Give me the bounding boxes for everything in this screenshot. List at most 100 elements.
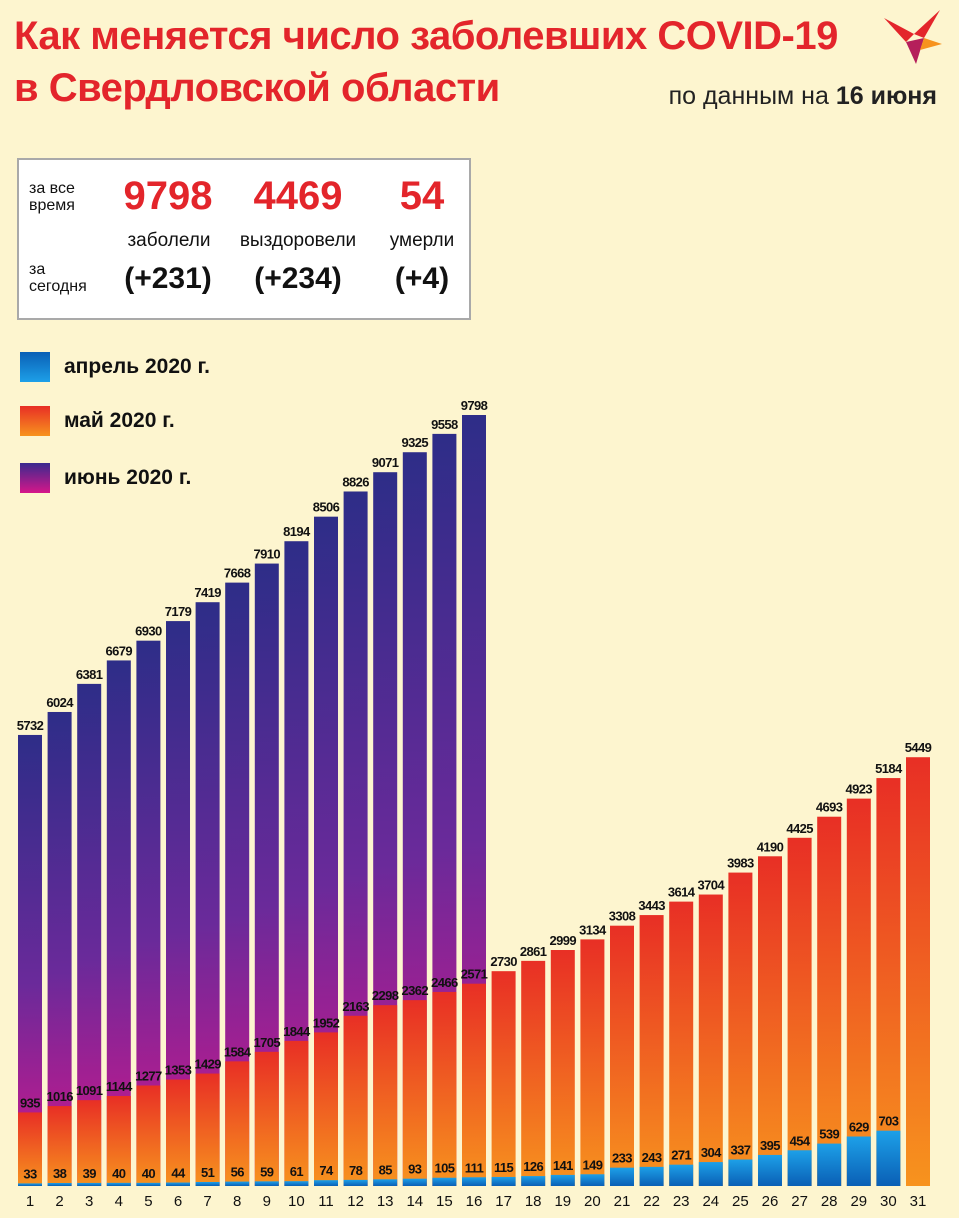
bar-may-10 (284, 1040, 309, 1186)
bar-may-16 (462, 983, 486, 1186)
today-label-line-1: за (29, 261, 46, 278)
bar-april-25 (728, 1159, 753, 1186)
bar-april-4 (106, 1182, 131, 1186)
label-may-26: 4190 (757, 839, 784, 854)
bar-april-15 (432, 1177, 457, 1186)
bar-april-27 (787, 1150, 812, 1186)
bar-april-14 (402, 1178, 427, 1186)
label-april-9: 59 (260, 1164, 274, 1179)
x-tick-30: 30 (880, 1193, 897, 1210)
legend-swatch-may (20, 406, 50, 436)
bird-logo-icon (884, 10, 942, 64)
x-tick-24: 24 (702, 1193, 719, 1210)
bar-april-28 (817, 1143, 842, 1186)
label-june-13: 9071 (372, 455, 399, 470)
label-may-20: 3134 (579, 922, 607, 937)
label-june-12: 8826 (342, 474, 369, 489)
bar-may-2 (47, 1106, 72, 1186)
x-tick-9: 9 (263, 1193, 271, 1210)
x-tick-25: 25 (732, 1193, 749, 1210)
label-june-7: 7419 (194, 585, 221, 600)
bar-april-8 (225, 1181, 250, 1186)
bar-may-6 (166, 1079, 190, 1186)
label-april-11: 74 (319, 1163, 334, 1178)
legend-swatch-april (20, 352, 50, 382)
all-time-label: за все время (29, 180, 75, 214)
label-june-11: 8506 (313, 500, 340, 515)
bar-may-15 (432, 991, 457, 1186)
bar-may-28 (817, 816, 842, 1186)
label-may-22: 3443 (638, 898, 665, 913)
label-april-22: 243 (642, 1150, 662, 1165)
label-april-16: 111 (465, 1160, 484, 1175)
bar-may-22 (639, 915, 664, 1186)
x-tick-17: 17 (495, 1193, 512, 1210)
label-may-15: 2466 (431, 975, 458, 990)
bar-may-8 (225, 1061, 250, 1186)
bar-may-31 (906, 757, 930, 1186)
x-tick-19: 19 (554, 1193, 571, 1210)
label-april-24: 304 (701, 1145, 722, 1160)
label-april-25: 337 (730, 1142, 750, 1157)
bar-may-21 (610, 925, 634, 1186)
died-delta: (+4) (394, 262, 450, 295)
today-label-line-2: сегодня (29, 278, 87, 295)
x-tick-15: 15 (436, 1193, 453, 1210)
label-may-13: 2298 (372, 988, 399, 1003)
x-tick-28: 28 (821, 1193, 838, 1210)
x-tick-31: 31 (910, 1193, 927, 1210)
x-tick-27: 27 (791, 1193, 808, 1210)
x-tick-2: 2 (55, 1193, 63, 1210)
bar-may-29 (846, 798, 871, 1186)
label-may-6: 1353 (165, 1063, 192, 1078)
label-april-28: 539 (819, 1127, 839, 1142)
label-may-5: 1277 (135, 1069, 162, 1084)
bar-april-1 (18, 1183, 42, 1186)
x-tick-21: 21 (614, 1193, 631, 1210)
recovered-total: 4469 (253, 174, 343, 218)
chart-title-line-1: Как меняется число заболевших COVID-19 (14, 14, 838, 58)
x-tick-6: 6 (174, 1193, 182, 1210)
label-april-6: 44 (171, 1166, 186, 1181)
label-may-28: 4693 (816, 800, 843, 815)
data-date-prefix: по данным на (668, 82, 836, 110)
label-june-15: 9558 (431, 417, 458, 432)
bar-april-20 (580, 1174, 605, 1186)
x-tick-26: 26 (762, 1193, 779, 1210)
legend-label-may: май 2020 г. (64, 409, 175, 432)
bar-may-13 (373, 1005, 398, 1186)
label-may-30: 5184 (875, 761, 903, 776)
label-may-19: 2999 (550, 933, 577, 948)
recovered-caption: выздоровели (239, 230, 357, 251)
label-april-27: 454 (790, 1133, 811, 1148)
label-april-1: 33 (23, 1166, 37, 1181)
label-april-2: 38 (53, 1166, 67, 1181)
label-may-8: 1584 (224, 1044, 252, 1059)
x-tick-10: 10 (288, 1193, 305, 1210)
label-april-7: 51 (201, 1165, 215, 1180)
died-total: 54 (399, 174, 445, 218)
bar-april-2 (47, 1183, 72, 1186)
bar-may-5 (136, 1085, 161, 1186)
x-tick-13: 13 (377, 1193, 394, 1210)
label-april-21: 233 (612, 1151, 632, 1166)
bar-may-12 (343, 1015, 368, 1186)
label-may-27: 4425 (786, 821, 813, 836)
data-date: 16 июня (835, 82, 937, 110)
x-tick-29: 29 (850, 1193, 867, 1210)
bar-april-18 (521, 1176, 546, 1186)
bar-may-4 (106, 1095, 131, 1186)
label-may-16: 2571 (461, 967, 488, 982)
label-april-23: 271 (671, 1148, 691, 1163)
x-tick-7: 7 (203, 1193, 211, 1210)
bar-may-19 (550, 950, 575, 1186)
label-june-4: 6679 (106, 643, 133, 658)
label-may-3: 1091 (76, 1083, 103, 1098)
label-may-1: 935 (20, 1095, 40, 1110)
bar-june-9 (254, 563, 279, 1186)
label-may-18: 2861 (520, 944, 547, 959)
bar-april-16 (462, 1177, 486, 1186)
label-may-17: 2730 (490, 954, 517, 969)
x-tick-11: 11 (318, 1193, 334, 1210)
